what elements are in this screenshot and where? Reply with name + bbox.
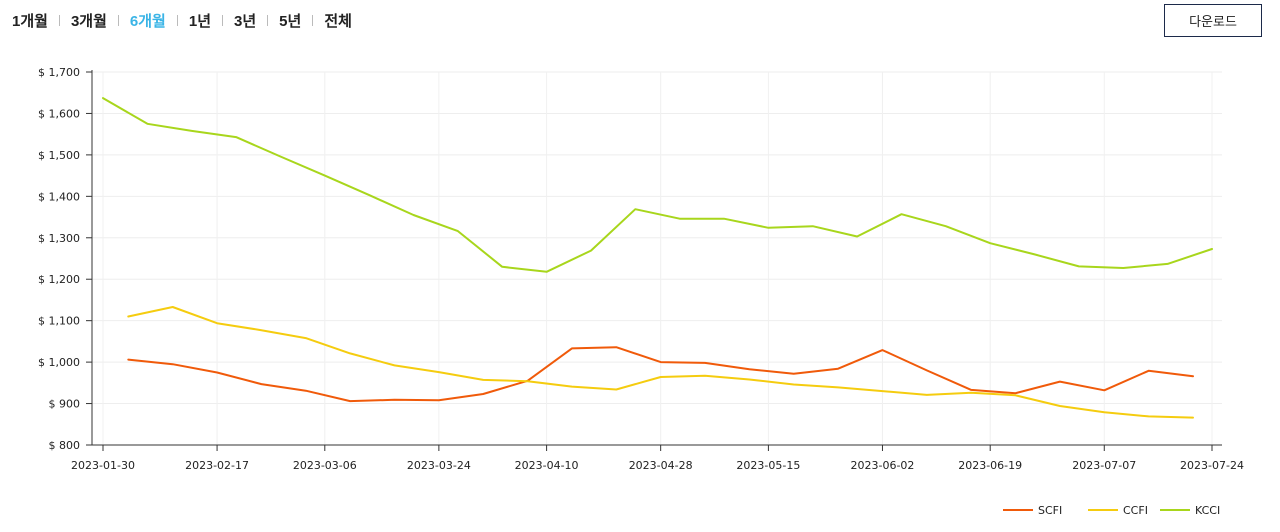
legend-label-scfi[interactable]: SCFI	[1038, 504, 1062, 517]
x-tick-label: 2023-04-10	[515, 459, 579, 472]
y-tick-label: $ 1,300	[38, 232, 80, 245]
tab-divider	[117, 14, 119, 26]
y-tick-label: $ 1,000	[38, 356, 80, 369]
y-tick-label: $ 1,400	[38, 190, 80, 203]
x-tick-label: 2023-06-02	[850, 459, 914, 472]
tab-divider	[267, 14, 269, 26]
tab-3-years[interactable]: 3년	[234, 12, 257, 30]
series-line-kcci	[102, 97, 1213, 273]
chart-legend[interactable]: SCFI CCFI KCCI	[1003, 504, 1220, 517]
y-tick-label: $ 1,200	[38, 273, 80, 286]
tab-divider	[58, 14, 60, 26]
chart-axes: $ 800 $ 900 $ 1,000 $ 1,100 $ 1,200 $ 1,300 $ …	[38, 66, 1244, 472]
y-tick-label: $ 1,100	[38, 315, 80, 328]
x-tick-label: 2023-01-30	[71, 459, 135, 472]
tab-1-year[interactable]: 1년	[188, 12, 212, 30]
y-tick-label: $ 900	[49, 398, 81, 411]
y-tick-label: $ 1,700	[38, 66, 80, 79]
x-tick-label: 2023-05-15	[736, 459, 800, 472]
x-tick-label: 2023-03-06	[293, 459, 357, 472]
y-tick-label: $ 1,600	[38, 107, 80, 120]
period-tabs: 1개월 3개월 6개월 1년 3년 5년 전체	[12, 9, 352, 31]
x-tick-label: 2023-02-17	[185, 459, 249, 472]
tab-3-months[interactable]: 3개월	[70, 12, 107, 30]
download-button[interactable]: 다운로드	[1164, 4, 1262, 37]
tab-divider	[176, 14, 178, 26]
series-line-scfi	[127, 346, 1194, 403]
y-tick-label: $ 1,500	[38, 149, 80, 162]
x-tick-label: 2023-04-28	[629, 459, 693, 472]
chart-series	[102, 97, 1213, 419]
tab-all[interactable]: 전체	[324, 12, 352, 30]
legend-label-kcci[interactable]: KCCI	[1195, 504, 1220, 517]
x-tick-label: 2023-06-19	[958, 459, 1022, 472]
x-tick-label: 2023-03-24	[407, 459, 471, 472]
y-tick-label: $ 800	[49, 439, 81, 452]
x-tick-label: 2023-07-07	[1072, 459, 1136, 472]
legend-label-ccfi[interactable]: CCFI	[1123, 504, 1148, 517]
x-tick-label: 2023-07-24	[1180, 459, 1244, 472]
tab-1-month[interactable]: 1개월	[12, 12, 48, 30]
series-line-ccfi	[127, 306, 1194, 419]
tab-divider	[312, 14, 314, 26]
tab-6-months[interactable]: 6개월	[129, 12, 166, 30]
tab-divider	[222, 14, 224, 26]
tab-5-years[interactable]: 5년	[279, 12, 302, 30]
